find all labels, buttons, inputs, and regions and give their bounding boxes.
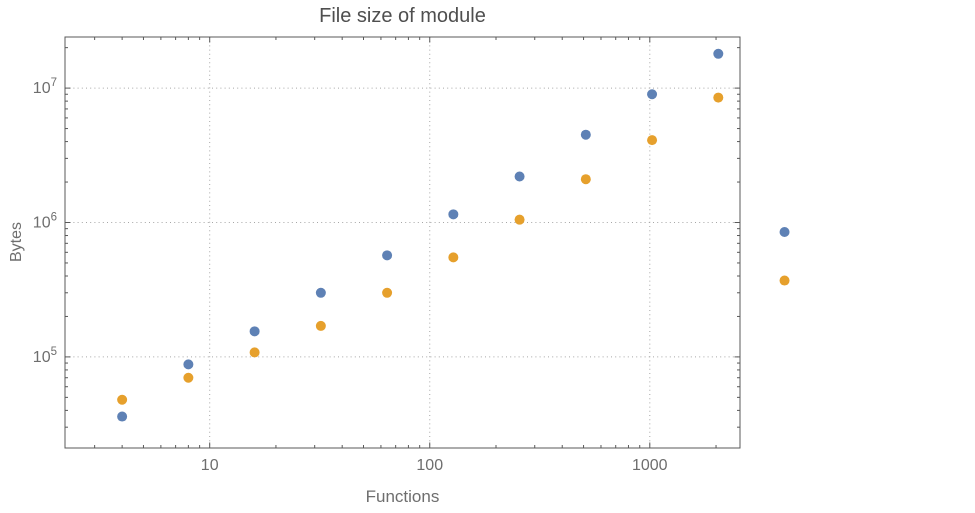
data-point-blue-x16 — [249, 326, 260, 337]
x-tick-label-100: 100 — [416, 457, 443, 474]
data-point-orange-x128 — [448, 252, 459, 263]
data-point-orange-x64 — [382, 287, 393, 298]
data-point-blue-x64 — [382, 250, 393, 261]
data-point-orange-x4096 — [779, 275, 790, 286]
data-point-blue-x256 — [514, 171, 525, 182]
data-point-blue-x4096 — [779, 226, 790, 237]
data-point-orange-x16 — [249, 347, 260, 358]
y-tick-label-10e5: 105 — [33, 346, 57, 366]
data-point-orange-x32 — [315, 320, 326, 331]
data-point-blue-x1024 — [647, 89, 658, 100]
x-axis-label: Functions — [365, 487, 440, 506]
data-point-orange-x2048 — [713, 92, 724, 103]
y-tick-label-10e6: 106 — [33, 212, 57, 232]
data-point-blue-x8 — [183, 359, 194, 370]
data-point-orange-x4 — [117, 394, 128, 405]
data-point-orange-x512 — [580, 174, 591, 185]
x-tick-label-1000: 1000 — [632, 457, 668, 474]
y-axis-label: Bytes — [8, 221, 25, 262]
y-tick-label-10e7: 107 — [33, 77, 57, 97]
data-point-blue-x32 — [315, 287, 326, 298]
data-point-blue-x128 — [448, 209, 459, 220]
data-point-orange-x256 — [514, 214, 525, 225]
data-point-orange-x1024 — [647, 135, 658, 146]
data-point-orange-x8 — [183, 372, 194, 383]
x-tick-label-10: 10 — [201, 457, 219, 474]
data-point-blue-x512 — [580, 129, 591, 140]
plot-frame — [64, 36, 741, 449]
data-point-blue-x2048 — [713, 48, 724, 59]
chart-title: File size of module — [319, 5, 486, 27]
data-point-blue-x4 — [117, 411, 128, 422]
